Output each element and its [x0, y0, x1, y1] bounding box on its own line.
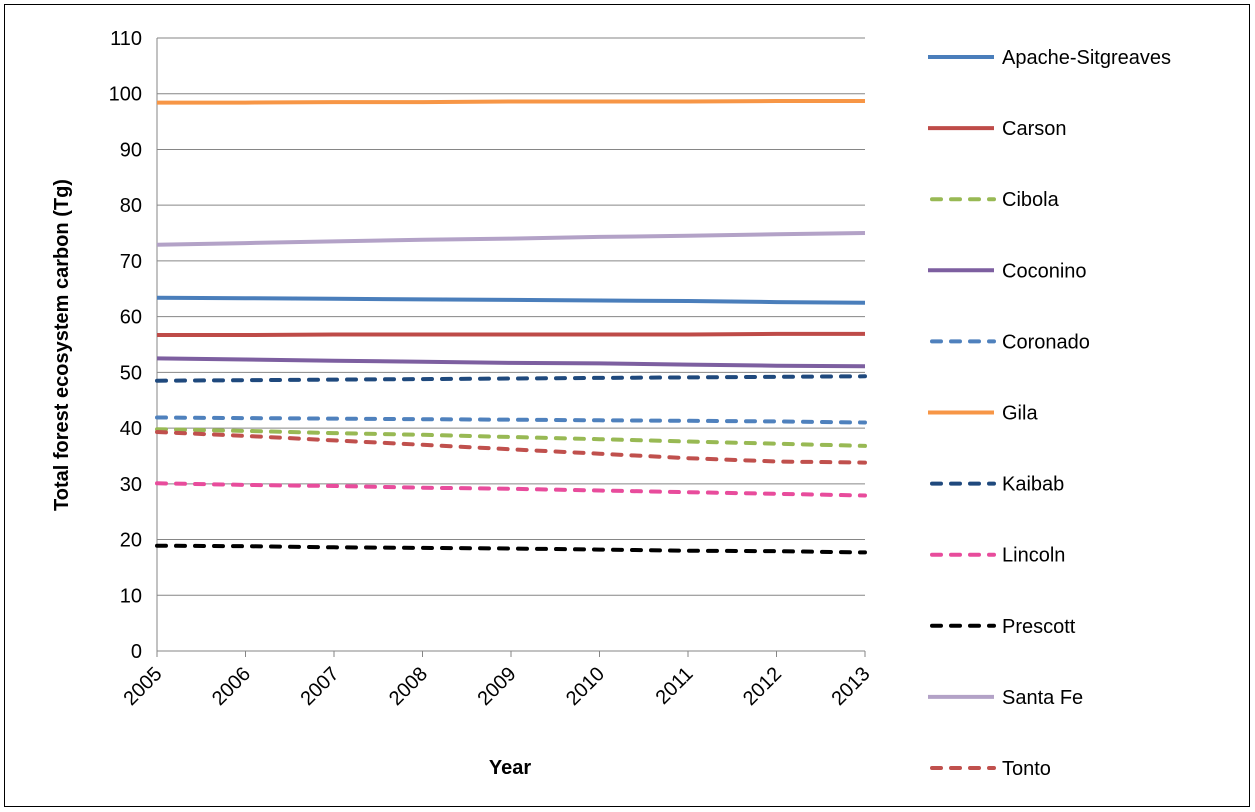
y-tick-label: 20 [120, 530, 142, 552]
y-tick-label: 60 [120, 307, 142, 329]
legend-label: Apache-Sitgreaves [1002, 47, 1171, 69]
y-tick-label: 100 [109, 84, 142, 106]
legend-label: Gila [1002, 403, 1038, 425]
legend-item: Cibola [930, 189, 1060, 211]
legend-label: Prescott [1002, 616, 1076, 638]
x-axis-title: Year [489, 757, 531, 779]
series-line [155, 481, 867, 498]
legend-label: Kaibab [1002, 474, 1064, 496]
y-tick-label: 40 [120, 418, 142, 440]
series-line [155, 374, 867, 383]
legend-item: Lincoln [930, 545, 1065, 567]
x-tick-label: 2008 [385, 663, 432, 710]
legend-label: Coronado [1002, 331, 1090, 353]
legend-label: Carson [1002, 118, 1066, 140]
legend-item: Apache-Sitgreaves [928, 47, 1171, 69]
legend-label: Santa Fe [1002, 687, 1083, 709]
series-line [155, 430, 867, 465]
x-tick-label: 2007 [297, 663, 344, 710]
legend-item: Kaibab [930, 474, 1064, 496]
series-line [155, 415, 867, 425]
x-tick-label: 2006 [208, 663, 255, 710]
series-line [157, 99, 865, 105]
x-tick-label: 2011 [652, 663, 698, 709]
y-tick-label: 30 [120, 474, 142, 496]
legend-item: Coronado [930, 331, 1090, 353]
y-tick-label: 10 [120, 585, 142, 607]
chart-frame [4, 4, 1250, 807]
legend-label: Coconino [1002, 260, 1087, 282]
series-line [157, 331, 865, 337]
legend-label: Tonto [1002, 758, 1051, 780]
legend-label: Lincoln [1002, 545, 1065, 567]
y-tick-label: 70 [120, 251, 142, 273]
y-tick-label: 50 [120, 362, 142, 384]
x-tick-label: 2005 [120, 663, 167, 710]
legend-item: Carson [928, 118, 1066, 140]
gridlines [156, 37, 866, 657]
y-axis-title: Total forest ecosystem carbon (Tg) [51, 179, 73, 511]
y-tick-label: 0 [131, 641, 142, 663]
legend: Apache-Sitgreaves Carson Cibola Coconino Cor… [928, 47, 1171, 780]
series-line [156, 231, 866, 247]
legend-item: Gila [928, 403, 1038, 425]
series-lines [155, 99, 867, 555]
legend-item: Santa Fe [928, 687, 1083, 709]
series-line [156, 356, 866, 369]
x-tick-labels: 2005 2006 2007 2008 2009 2010 2011 2012 2013 [120, 663, 875, 710]
series-line [155, 543, 867, 555]
y-tick-label: 80 [120, 195, 142, 217]
legend-item: Coconino [928, 260, 1087, 282]
series-line [155, 427, 867, 448]
y-tick-labels: 0 10 20 30 40 50 60 70 80 90 100 110 [109, 28, 142, 663]
x-tick-label: 2010 [562, 663, 609, 710]
legend-label: Cibola [1002, 189, 1060, 211]
series-line [156, 295, 866, 305]
x-tick-label: 2009 [474, 663, 521, 710]
x-tick-label: 2012 [739, 663, 786, 710]
y-tick-label: 110 [110, 28, 142, 50]
legend-item: Tonto [930, 758, 1051, 780]
legend-item: Prescott [930, 616, 1076, 638]
y-tick-label: 90 [120, 139, 142, 161]
x-tick-label: 2013 [828, 663, 875, 710]
